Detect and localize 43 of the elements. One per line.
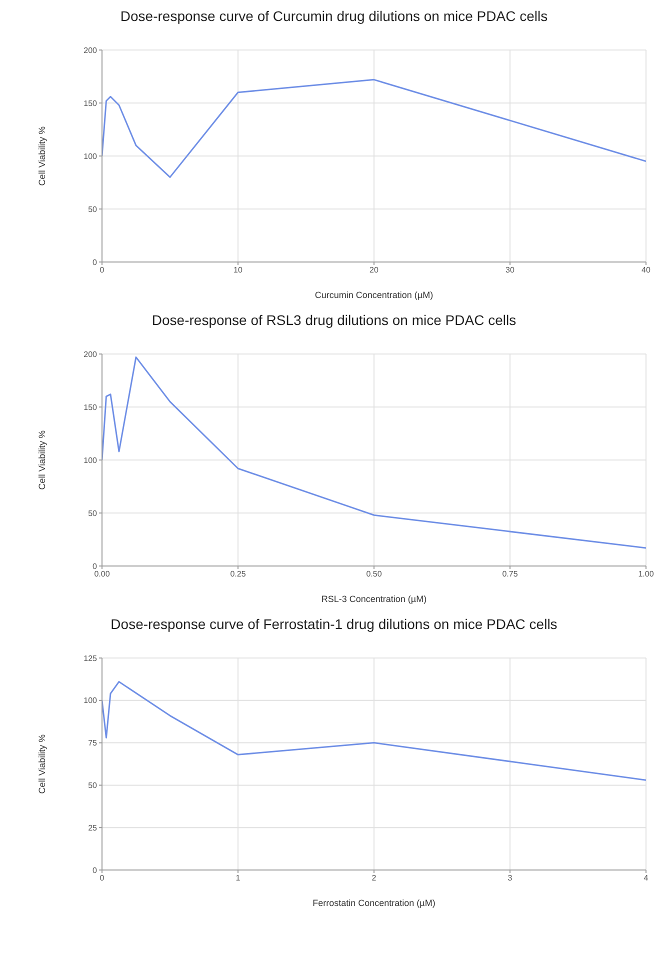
y-tick-label: 50 (88, 204, 98, 214)
x-tick-label: 0.75 (502, 570, 518, 579)
y-tick-label: 0 (92, 866, 98, 875)
x-tick-label: 10 (234, 266, 243, 275)
line-series (102, 78, 646, 178)
y-tick-label: 50 (88, 508, 98, 518)
x-tick-label: 4 (644, 874, 649, 883)
x-tick-label: 20 (370, 266, 379, 275)
y-axis-title: Cell Viability % (37, 430, 48, 490)
y-axis-title: Cell Viability % (37, 734, 48, 794)
x-tick-label: 0 (100, 874, 105, 883)
x-tick-label: 30 (506, 266, 515, 275)
y-tick-label: 150 (84, 402, 98, 412)
chart-title: Dose-response curve of Ferrostatin-1 drug dilutions on mice PDAC cells (110, 616, 558, 634)
x-tick-label: 40 (642, 266, 651, 275)
chart-title: Dose-response curve of Curcumin drug dilutions on mice PDAC cells (119, 8, 549, 26)
y-tick-label: 25 (88, 823, 98, 832)
y-tick-label: 125 (84, 654, 98, 663)
line-series (102, 356, 646, 549)
chart-title: Dose-response of RSL3 drug dilutions on mice PDAC cells (150, 312, 518, 330)
y-tick-label: 75 (88, 738, 98, 748)
x-axis-title: Ferrostatin Concentration (µM) (312, 898, 436, 908)
y-tick-label: 200 (84, 350, 98, 359)
line-series (102, 680, 646, 781)
y-tick-label: 200 (84, 46, 98, 55)
x-tick-label: 3 (508, 874, 513, 883)
x-tick-label: 2 (372, 874, 377, 883)
y-tick-label: 150 (84, 98, 98, 108)
x-tick-label: 1 (236, 874, 241, 883)
x-tick-label: 0.25 (230, 570, 246, 579)
x-tick-label: 0 (100, 266, 105, 275)
y-tick-label: 0 (92, 562, 98, 571)
y-axis-title: Cell Viability % (37, 126, 48, 186)
y-tick-label: 50 (88, 781, 98, 790)
x-tick-label: 1.00 (638, 570, 654, 579)
y-tick-label: 100 (84, 456, 98, 465)
x-tick-label: 0.00 (94, 570, 110, 579)
y-tick-label: 100 (84, 152, 98, 161)
y-tick-label: 100 (84, 696, 98, 706)
x-axis-title: Curcumin Concentration (µM) (314, 290, 434, 300)
x-axis-title: RSL-3 Concentration (µM) (321, 594, 427, 604)
x-tick-label: 0.50 (366, 570, 382, 579)
y-tick-label: 0 (92, 258, 98, 267)
